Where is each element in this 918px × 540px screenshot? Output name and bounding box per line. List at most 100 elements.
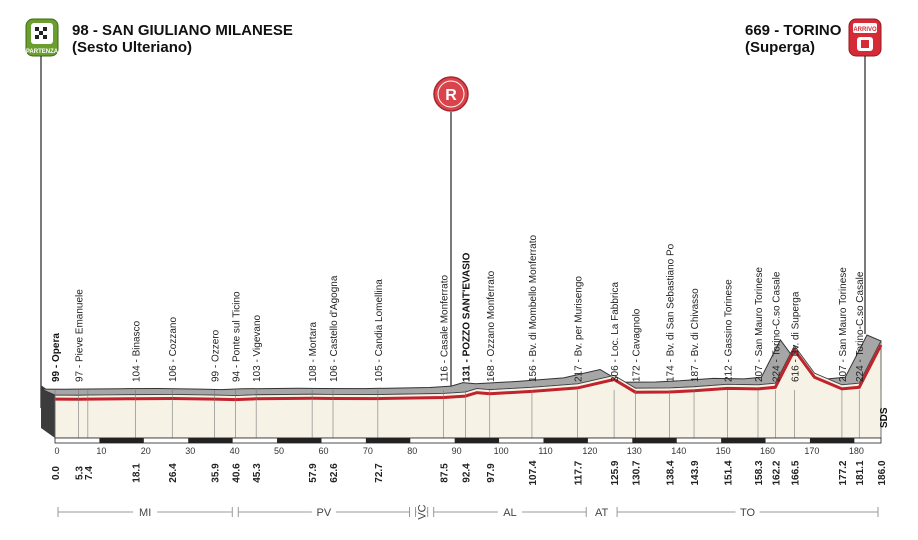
waypoint-label: 105 - Candia Lomellina	[374, 279, 385, 382]
axis-tick-label: 140	[671, 446, 686, 456]
province-label: MI	[139, 507, 151, 519]
axis-tick-label: 60	[318, 446, 328, 456]
waypoint-labels: 99 - Opera 97 - Pieve Emanuele 104 - Binas…	[51, 234, 866, 382]
axis-tick-label: 80	[407, 446, 417, 456]
scale-block	[721, 438, 766, 443]
finish-subtitle: (Superga)	[745, 39, 816, 56]
province-label: PV	[317, 507, 332, 519]
waypoint-label: 616 - Bv. di Superga	[790, 291, 801, 382]
km-label: 40.6	[231, 463, 242, 483]
distance-scale: 0 10 20 30 40 50 60 70 80 90 100 110 120 130 140 150 160…	[54, 438, 864, 456]
waypoint-label: 172 - Cavagnolo	[631, 308, 642, 382]
waypoint-lines	[54, 390, 882, 438]
km-label: 62.6	[329, 463, 340, 483]
scale-block	[454, 438, 500, 443]
km-label: 151.4	[723, 460, 734, 485]
waypoint-label: 108 - Mortara	[308, 322, 319, 382]
scale-block	[277, 438, 322, 443]
axis-tick-label: 10	[96, 446, 106, 456]
scale-block	[809, 438, 855, 443]
axis-tick-label: 110	[538, 446, 552, 456]
province-label: VC	[417, 504, 429, 519]
km-label: 57.9	[308, 463, 319, 483]
profile-front-face	[54, 340, 882, 439]
waypoint-label: 207 - San Mauro Torinese	[838, 267, 849, 382]
km-label: 181.1	[855, 460, 866, 485]
scale-block	[632, 438, 677, 443]
waypoint-label: 97 - Pieve Emanuele	[75, 289, 86, 382]
axis-tick-label: 170	[804, 446, 819, 456]
waypoint-label: 106 - Cozzano	[168, 317, 179, 382]
km-label: 117.7	[574, 460, 585, 485]
axis-tick-label: 120	[582, 446, 597, 456]
start-subtitle: (Sesto Ulteriano)	[72, 39, 193, 56]
km-label: 125.9	[610, 460, 621, 485]
km-label: 45.3	[252, 463, 263, 483]
start-flag-icon: PARTENZA	[25, 18, 59, 57]
km-label: 158.3	[754, 460, 765, 485]
province-label: AT	[595, 507, 609, 519]
start-title: 98 - SAN GIULIANO MILANESE	[72, 22, 293, 39]
km-label: 87.5	[440, 463, 451, 483]
waypoint-label: 116 - Casale Monferrato	[440, 274, 451, 382]
finish-flag-icon: ARRIVO	[848, 18, 882, 57]
axis-tick-label: 130	[627, 446, 642, 456]
waypoint-label: 174 - Bv. di San Sebastiano Po	[666, 243, 677, 382]
province-label-bg	[416, 503, 427, 521]
km-label: 7.4	[84, 466, 95, 480]
km-label: 138.4	[666, 460, 677, 485]
km-label: 35.9	[210, 463, 221, 483]
axis-tick-label: 180	[849, 446, 864, 456]
finish-icon-label: ARRIVO	[853, 27, 877, 33]
scale-block	[365, 438, 411, 443]
km-label: 166.5	[790, 460, 801, 485]
waypoint-label: 187 - Bv. di Chivasso	[690, 288, 701, 382]
km-label: 18.1	[131, 463, 142, 483]
km-label: 130.7	[631, 460, 642, 485]
km-label: 5.3	[75, 466, 86, 480]
km-label: 162.2	[771, 460, 782, 485]
axis-tick-label: 30	[185, 446, 195, 456]
sds-label: SDS	[879, 407, 890, 428]
axis-tick-label: 70	[363, 446, 373, 456]
province-label: AL	[503, 507, 516, 519]
waypoint-label: 94 - Ponte sul Ticino	[231, 291, 242, 382]
km-label: 0.0	[51, 466, 62, 480]
province-bar: MI PV VC AL AT TO	[57, 503, 879, 521]
axis-tick-label: 20	[141, 446, 151, 456]
waypoint-label: 156 - Bv. di Mombello Monferrato	[528, 234, 539, 382]
waypoint-label: 103 - Vigevano	[252, 314, 263, 382]
refreshment-marker: R	[433, 76, 469, 390]
waypoint-label: 224 - Torino-C.so Casale	[855, 271, 866, 382]
waypoint-label: 99 - Ozzero	[210, 329, 221, 382]
km-labels: 0.0 5.37.4 18.1 26.4 35.9 40.6 45.3 57.9 62.6 72.…	[51, 460, 888, 485]
waypoint-label: 106 - Castello d'Agogna	[329, 275, 340, 382]
km-label: 177.2	[838, 460, 849, 485]
refreshment-label: R	[445, 87, 457, 104]
waypoint-label: 207 - San Mauro Torinese	[754, 267, 765, 382]
waypoint-label: 217 - Bv. per Murisengo	[574, 276, 585, 382]
axis-tick-label: 50	[274, 446, 284, 456]
province-label-bg	[311, 505, 336, 519]
km-label: 143.9	[690, 460, 701, 485]
waypoint-label: 99 - Opera	[51, 333, 62, 382]
axis-tick-label: 90	[452, 446, 462, 456]
scale-block	[188, 438, 233, 443]
province-label-bg	[497, 505, 522, 519]
province-label-bg	[589, 505, 614, 519]
axis-tick-label: 160	[760, 446, 775, 456]
axis-tick-label: 40	[230, 446, 240, 456]
waypoint-label: 131 - POZZO SANT'EVASIO	[461, 252, 472, 382]
finish-header: 669 - TORINO (Superga)	[745, 22, 841, 56]
scale-block	[543, 438, 588, 443]
km-label: 97.9	[486, 463, 497, 483]
waypoint-label: 212 - Gassino Torinese	[723, 279, 734, 382]
axis-tick-label: 150	[716, 446, 731, 456]
scale-block	[99, 438, 144, 443]
finish-title: 669 - TORINO	[745, 22, 842, 39]
axis-tick-label: 0	[54, 446, 59, 456]
waypoint-label: 168 - Ozzano Monferrato	[486, 270, 497, 382]
start-icon-label: PARTENZA	[26, 49, 59, 55]
waypoint-label: 306 - Loc. La Fabbrica	[610, 282, 621, 382]
